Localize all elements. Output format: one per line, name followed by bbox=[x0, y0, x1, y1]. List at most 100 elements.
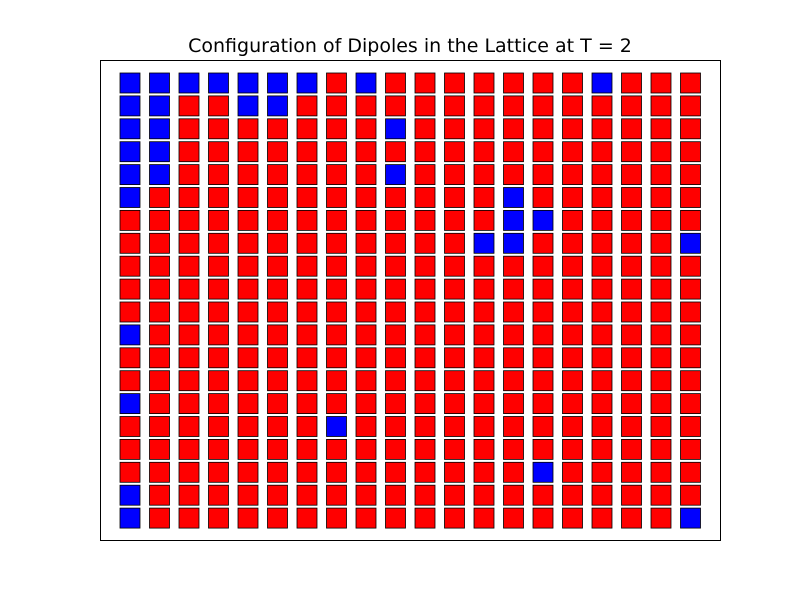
dipole-cell bbox=[178, 370, 200, 392]
dipole-cell bbox=[326, 255, 347, 277]
dipole-cell bbox=[532, 141, 554, 163]
dipole-cell bbox=[503, 416, 524, 437]
dipole-cell bbox=[237, 141, 259, 163]
dipole-cell bbox=[473, 187, 495, 208]
dipole-cell bbox=[444, 187, 465, 208]
dipole-cell bbox=[562, 324, 583, 346]
dipole-cell bbox=[650, 95, 672, 117]
dipole-cell bbox=[326, 324, 347, 346]
dipole-cell bbox=[532, 95, 554, 117]
dipole-cell bbox=[296, 347, 318, 369]
dipole-cell bbox=[473, 141, 495, 163]
dipole-cell bbox=[473, 370, 495, 392]
dipole-cell bbox=[208, 278, 229, 300]
dipole-cell bbox=[326, 278, 347, 300]
dipole-cell bbox=[444, 461, 465, 483]
dipole-cell bbox=[385, 416, 406, 437]
dipole-cell bbox=[178, 187, 200, 208]
dipole-cell bbox=[444, 95, 465, 117]
dipole-cell bbox=[178, 324, 200, 346]
dipole-cell bbox=[444, 118, 465, 140]
dipole-cell bbox=[326, 461, 347, 483]
dipole-cell bbox=[119, 164, 141, 186]
dipole-cell bbox=[119, 438, 141, 460]
dipole-cell bbox=[591, 484, 613, 506]
dipole-cell bbox=[267, 324, 288, 346]
dipole-cell bbox=[562, 438, 583, 460]
chart-title: Configuration of Dipoles in the Lattice … bbox=[188, 35, 632, 57]
dipole-cell bbox=[650, 164, 672, 186]
dipole-cell bbox=[149, 141, 170, 163]
dipole-cell bbox=[296, 164, 318, 186]
dipole-cell bbox=[532, 370, 554, 392]
dipole-cell bbox=[562, 72, 583, 94]
dipole-cell bbox=[650, 72, 672, 94]
dipole-cell bbox=[267, 118, 288, 140]
dipole-cell bbox=[208, 95, 229, 117]
dipole-cell bbox=[237, 164, 259, 186]
dipole-cell bbox=[532, 347, 554, 369]
dipole-cell bbox=[621, 507, 642, 529]
dipole-cell bbox=[296, 438, 318, 460]
dipole-cell bbox=[503, 141, 524, 163]
dipole-cell bbox=[208, 301, 229, 323]
dipole-cell bbox=[591, 324, 613, 346]
dipole-cell bbox=[473, 301, 495, 323]
dipole-cell bbox=[355, 118, 377, 140]
dipole-cell bbox=[296, 484, 318, 506]
dipole-cell bbox=[267, 484, 288, 506]
dipole-cell bbox=[237, 370, 259, 392]
dipole-cell bbox=[208, 72, 229, 94]
dipole-cell bbox=[621, 95, 642, 117]
dipole-cell bbox=[650, 209, 672, 231]
dipole-cell bbox=[119, 461, 141, 483]
dipole-cell bbox=[119, 209, 141, 231]
dipole-cell bbox=[414, 347, 436, 369]
dipole-cell bbox=[385, 118, 406, 140]
dipole-cell bbox=[591, 95, 613, 117]
dipole-cell bbox=[208, 393, 229, 415]
dipole-cell bbox=[650, 393, 672, 415]
dipole-cell bbox=[385, 164, 406, 186]
dipole-cell bbox=[621, 484, 642, 506]
dipole-cell bbox=[650, 370, 672, 392]
dipole-cell bbox=[444, 370, 465, 392]
dipole-cell bbox=[532, 416, 554, 437]
dipole-cell bbox=[562, 118, 583, 140]
dipole-cell bbox=[503, 278, 524, 300]
dipole-cell bbox=[414, 95, 436, 117]
dipole-cell bbox=[355, 164, 377, 186]
dipole-cell bbox=[680, 118, 701, 140]
dipole-cell bbox=[562, 347, 583, 369]
dipole-cell bbox=[149, 438, 170, 460]
dipole-cell bbox=[680, 507, 701, 529]
dipole-cell bbox=[562, 187, 583, 208]
dipole-cell bbox=[680, 438, 701, 460]
dipole-cell bbox=[267, 141, 288, 163]
dipole-cell bbox=[562, 507, 583, 529]
dipole-cell bbox=[237, 461, 259, 483]
dipole-cell bbox=[267, 164, 288, 186]
dipole-cell bbox=[296, 301, 318, 323]
dipole-cell bbox=[503, 347, 524, 369]
dipole-cell bbox=[532, 232, 554, 254]
dipole-cell bbox=[149, 393, 170, 415]
dipole-cell bbox=[326, 484, 347, 506]
dipole-cell bbox=[267, 232, 288, 254]
dipole-cell bbox=[414, 72, 436, 94]
dipole-cell bbox=[591, 187, 613, 208]
dipole-cell bbox=[178, 209, 200, 231]
dipole-cell bbox=[503, 393, 524, 415]
dipole-cell bbox=[473, 209, 495, 231]
dipole-cell bbox=[355, 141, 377, 163]
dipole-cell bbox=[680, 370, 701, 392]
dipole-cell bbox=[149, 164, 170, 186]
dipole-cell bbox=[355, 95, 377, 117]
dipole-cell bbox=[178, 507, 200, 529]
dipole-cell bbox=[267, 461, 288, 483]
dipole-cell bbox=[385, 301, 406, 323]
dipole-cell bbox=[680, 209, 701, 231]
dipole-cell bbox=[149, 324, 170, 346]
dipole-cell bbox=[473, 255, 495, 277]
dipole-cell bbox=[591, 507, 613, 529]
